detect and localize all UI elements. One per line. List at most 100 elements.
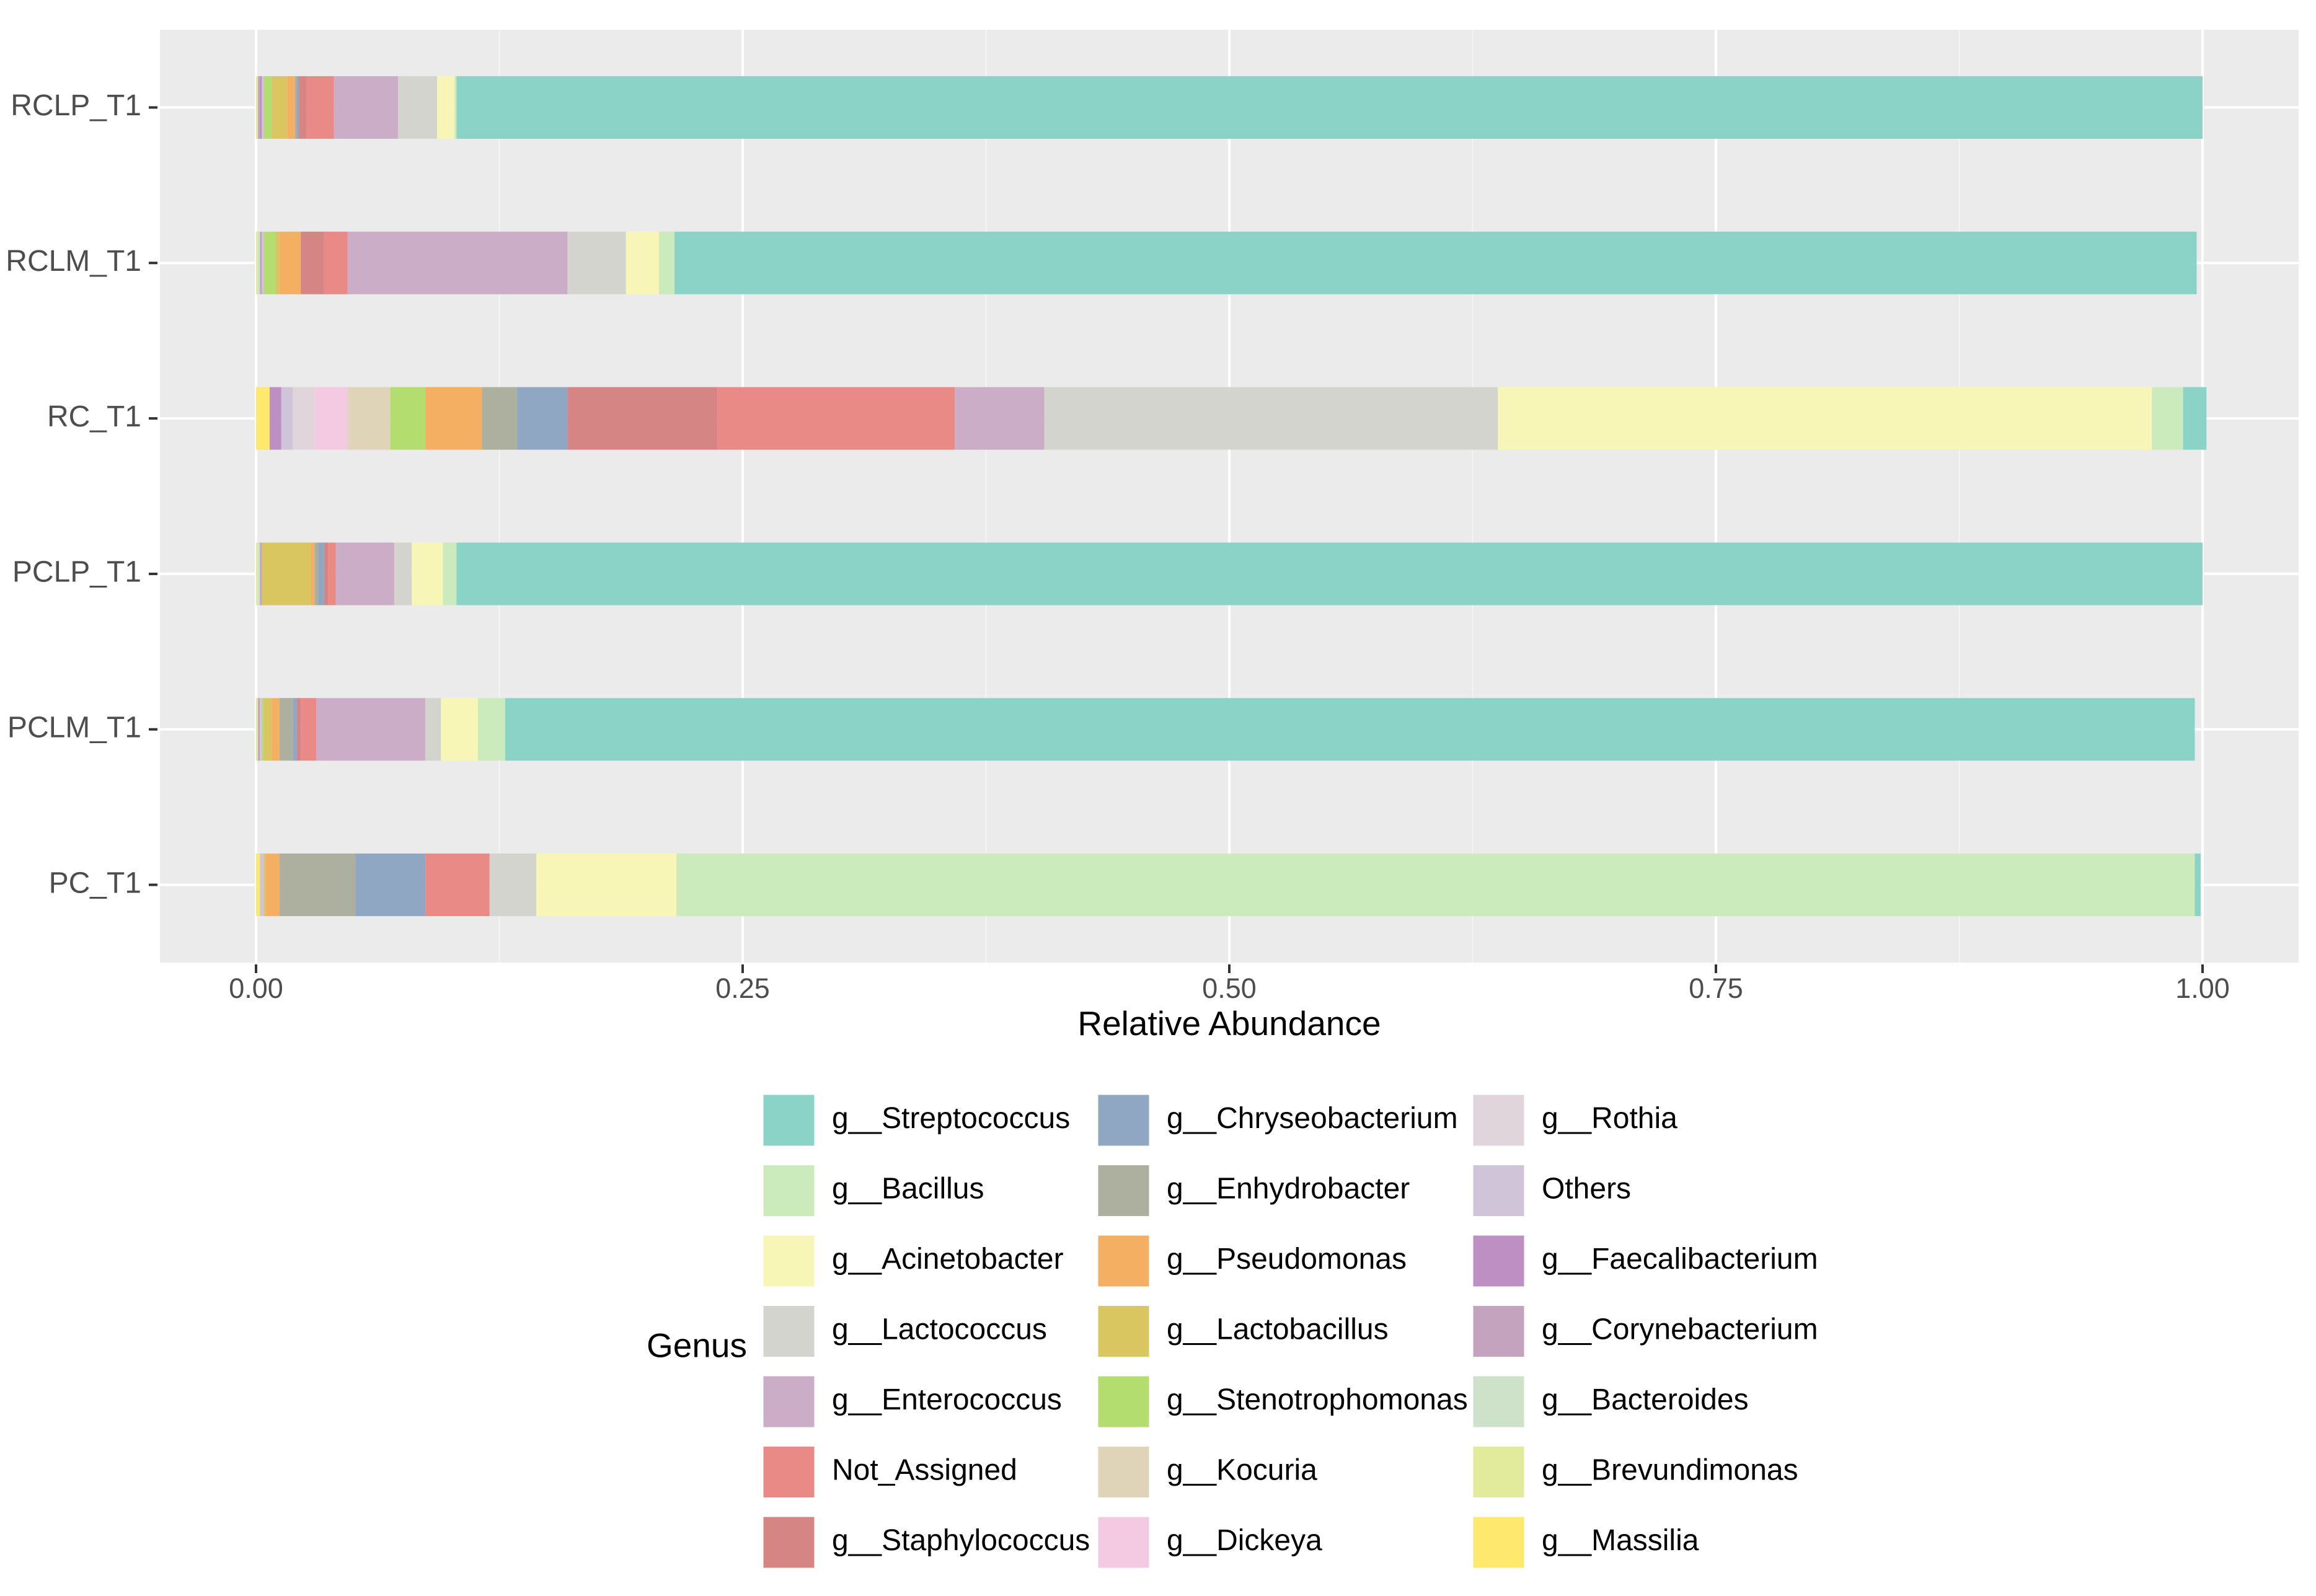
legend-item: g__Bacillus <box>761 1163 984 1218</box>
bar-segment <box>256 231 259 294</box>
legend-item: g__Corynebacterium <box>1471 1304 1818 1359</box>
legend-swatch <box>761 1445 816 1499</box>
x-axis: 0.00 0.25 0.50 0.75 1.00 <box>229 964 2230 1004</box>
bar-segment <box>505 698 2195 761</box>
legend-swatch <box>1471 1515 1526 1570</box>
bar-segment <box>306 76 334 139</box>
legend-item: g__Enhydrobacter <box>1096 1163 1410 1218</box>
legend-label: g__Rothia <box>1542 1102 1677 1135</box>
bar-segment <box>258 542 260 606</box>
bar-segment <box>456 542 2203 606</box>
legend-swatch <box>1471 1163 1526 1218</box>
bar-segment <box>301 698 317 761</box>
legend-item: g__Streptococcus <box>761 1093 1070 1148</box>
legend-label: g__Lactococcus <box>832 1313 1047 1346</box>
legend-swatch <box>1096 1163 1151 1218</box>
legend-item: g__Brevundimonas <box>1471 1445 1798 1499</box>
bar-segment <box>477 698 505 761</box>
bar-segment <box>328 542 336 606</box>
bar-segment <box>425 698 441 761</box>
bar-segment <box>676 853 2195 917</box>
bar-segment <box>335 542 394 606</box>
x-tick-label: 1.00 <box>2175 972 2230 1004</box>
bar-segment <box>293 387 315 450</box>
bar-segment <box>398 76 438 139</box>
bar-segment <box>265 853 280 917</box>
legend-item: g__Faecalibacterium <box>1471 1233 1818 1289</box>
legend-label: g__Pseudomonas <box>1167 1243 1407 1276</box>
bar-PCLM_T1 <box>256 698 2195 761</box>
bar-segment <box>347 387 391 450</box>
legend-swatch <box>761 1163 816 1218</box>
y-tick-label: RC_T1 <box>47 400 141 433</box>
legend-item: g__Bacteroides <box>1471 1374 1749 1429</box>
legend-item: g__Massilia <box>1471 1515 1699 1570</box>
bar-segment <box>272 76 288 139</box>
bar-segment <box>256 853 260 917</box>
legend-item: Others <box>1471 1163 1631 1218</box>
bar-segment <box>489 853 537 917</box>
bar-segment <box>314 387 348 450</box>
legend-label: g__Brevundimonas <box>1542 1454 1798 1487</box>
bar-segment <box>412 542 443 606</box>
legend-item: g__Dickeya <box>1096 1515 1322 1570</box>
bar-segment <box>256 76 259 139</box>
legend-item: g__Staphylococcus <box>761 1515 1090 1570</box>
legend-swatch <box>761 1304 816 1359</box>
y-tick-label: PCLP_T1 <box>12 556 141 589</box>
bar-segment <box>394 542 412 606</box>
legend-label: g__Streptococcus <box>832 1102 1070 1135</box>
bar-segment <box>2152 387 2183 450</box>
legend-item: g__Lactococcus <box>761 1304 1047 1359</box>
legend-item: g__Lactobacillus <box>1096 1304 1389 1359</box>
x-tick-label: 0.25 <box>715 972 770 1004</box>
bar-segment <box>275 231 280 294</box>
legend-label: g__Massilia <box>1542 1524 1699 1557</box>
bar-segment <box>260 853 264 917</box>
bar-segment <box>1044 387 1498 450</box>
bar-segment <box>281 387 293 450</box>
bar-segment <box>301 231 324 294</box>
bar-segment <box>299 76 307 139</box>
legend-item: g__Pseudomonas <box>1096 1233 1407 1289</box>
legend-swatch <box>1096 1445 1151 1499</box>
bar-segment <box>425 853 490 917</box>
legend-label: g__Corynebacterium <box>1542 1313 1818 1346</box>
legend-swatch <box>761 1093 816 1148</box>
bar-RCLM_T1 <box>256 231 2197 294</box>
bar-segment <box>717 387 955 450</box>
bar-segment <box>482 387 517 450</box>
x-tick-label: 0.50 <box>1202 972 1257 1004</box>
legend-label: g__Kocuria <box>1167 1454 1317 1487</box>
bar-segment <box>272 698 280 761</box>
legend-swatch <box>1471 1093 1526 1148</box>
bar-segment <box>258 698 260 761</box>
bar-segment <box>263 853 266 917</box>
legend-swatch <box>1096 1515 1151 1570</box>
legend-label: g__Stenotrophomonas <box>1167 1383 1468 1416</box>
bar-segment <box>256 542 259 606</box>
bar-segment <box>260 76 262 139</box>
bar-segment <box>287 76 295 139</box>
x-tick-label: 0.75 <box>1689 972 1743 1004</box>
legend-item: Not_Assigned <box>761 1445 1017 1499</box>
bar-segment <box>2183 387 2207 450</box>
bar-segment <box>567 231 626 294</box>
legend-label: g__Chryseobacterium <box>1167 1102 1458 1135</box>
bar-segment <box>263 698 272 761</box>
bar-segment <box>296 698 301 761</box>
legend-label: g__Staphylococcus <box>832 1524 1090 1557</box>
bar-segment <box>441 698 478 761</box>
legend-swatch <box>1096 1093 1151 1148</box>
bar-segment <box>316 698 426 761</box>
legend: g__Streptococcus g__Bacillus g__Acinetobac… <box>761 1093 1818 1570</box>
bar-RCLP_T1 <box>256 76 2203 139</box>
bar-segment <box>1498 387 2152 450</box>
legend-label: g__Bacteroides <box>1542 1383 1749 1416</box>
bar-segment <box>258 76 260 139</box>
bar-segment <box>256 698 259 761</box>
bar-segment <box>567 387 718 450</box>
bar-segment <box>310 542 315 606</box>
legend-swatch <box>1471 1304 1526 1359</box>
